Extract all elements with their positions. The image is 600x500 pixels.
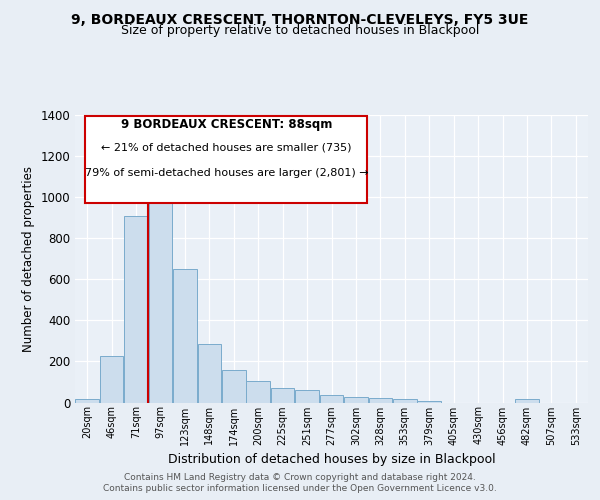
Bar [295,390,319,402]
Text: 79% of semi-detached houses are larger (2,801) →: 79% of semi-detached houses are larger (… [85,168,368,178]
Y-axis label: Number of detached properties: Number of detached properties [22,166,35,352]
Bar [368,398,392,402]
Bar [222,370,245,402]
Bar [271,388,295,402]
Bar [344,398,368,402]
Bar [247,381,270,402]
Text: Contains public sector information licensed under the Open Government Licence v3: Contains public sector information licen… [103,484,497,493]
Bar [393,399,416,402]
Bar [76,400,99,402]
Text: Size of property relative to detached houses in Blackpool: Size of property relative to detached ho… [121,24,479,37]
Bar [320,396,343,402]
Bar [197,344,221,403]
Text: ← 21% of detached houses are smaller (735): ← 21% of detached houses are smaller (73… [101,143,352,153]
Text: 9 BORDEAUX CRESCENT: 88sqm: 9 BORDEAUX CRESCENT: 88sqm [121,118,332,131]
Text: Contains HM Land Registry data © Crown copyright and database right 2024.: Contains HM Land Registry data © Crown c… [124,472,476,482]
Bar [124,216,148,402]
Bar [515,400,539,402]
Bar [149,183,172,402]
Text: 9, BORDEAUX CRESCENT, THORNTON-CLEVELEYS, FY5 3UE: 9, BORDEAUX CRESCENT, THORNTON-CLEVELEYS… [71,12,529,26]
Bar [100,356,124,403]
X-axis label: Distribution of detached houses by size in Blackpool: Distribution of detached houses by size … [167,453,496,466]
Bar [173,269,197,402]
